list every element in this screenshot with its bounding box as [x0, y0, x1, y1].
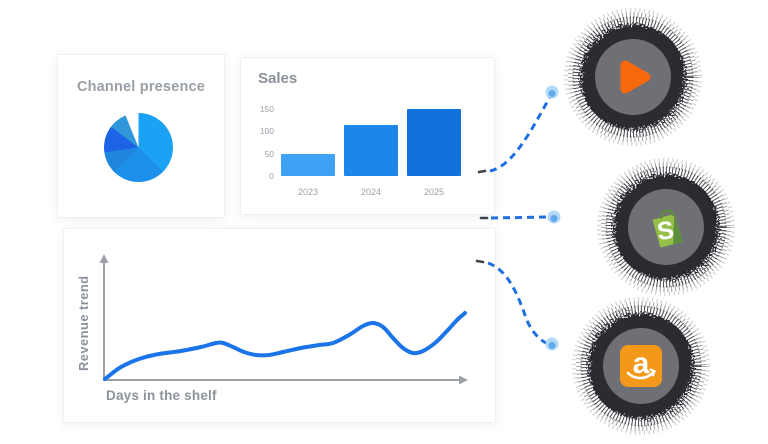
sales-ytick-150: 150	[259, 104, 274, 114]
channel-presence-title: Channel presence	[76, 79, 206, 95]
sales-ytick-0: 0	[269, 171, 274, 181]
play-triangle-icon	[620, 60, 651, 94]
shopify-icon: S	[597, 158, 735, 296]
sales-bar-chart: 0 50 100 150 2023 2024 2025	[241, 58, 494, 214]
sales-ytick-50: 50	[264, 148, 274, 159]
channel-pie-chart	[104, 113, 173, 182]
connector-trend-to-amazon	[475, 259, 559, 351]
sales-xtick-2025: 2025	[423, 187, 445, 197]
connector-cards-to-shopify	[479, 210, 561, 224]
trend-x-axis-label: Days in the shelf	[106, 388, 217, 403]
shopify-bag-icon: S	[652, 209, 684, 248]
revenue-trend-card: Revenue trend Days in the shelf	[63, 228, 496, 423]
trend-chart	[99, 254, 468, 385]
amazon-letter: a	[633, 347, 650, 380]
amazon-badge[interactable]: a	[566, 291, 716, 441]
sales-xtick-2023: 2023	[297, 187, 319, 197]
trend-curve	[103, 311, 467, 381]
sales-bar-2024	[344, 125, 398, 176]
play-icon	[564, 8, 702, 146]
sales-card: Sales 0 50 100 150 2023 2024 2025	[240, 57, 495, 215]
amazon-a-icon: a	[620, 345, 662, 387]
sales-ytick-100: 100	[259, 126, 274, 137]
sales-title: Sales	[258, 70, 298, 87]
shopify-letter: S	[655, 216, 675, 246]
play-marketplace-badge[interactable]	[558, 2, 708, 152]
y-axis-arrowhead	[99, 254, 109, 263]
shopify-badge[interactable]: S	[591, 152, 741, 302]
channel-presence-card: Channel presence	[57, 54, 225, 218]
sales-bar-2025	[407, 109, 461, 176]
amazon-icon: a	[572, 297, 710, 435]
x-axis-arrowhead	[459, 375, 468, 385]
sales-bar-2023	[281, 154, 335, 176]
sales-xtick-2024: 2024	[360, 187, 382, 197]
connector-sales-to-play	[477, 85, 559, 174]
